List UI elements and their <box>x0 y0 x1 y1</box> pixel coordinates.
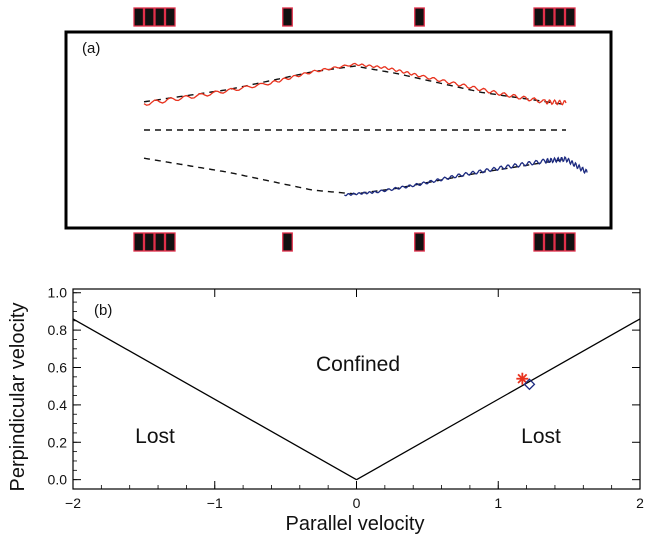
top-magnet-3-1 <box>543 7 555 27</box>
magnets-top <box>133 7 576 27</box>
top-magnet-3-3 <box>564 7 576 27</box>
panel-a-label: (a) <box>82 40 100 57</box>
top-magnet-0-0 <box>133 7 145 27</box>
panel-a-frame <box>64 30 613 230</box>
y-tick-label-3: 0.6 <box>48 360 68 376</box>
panel-b: (b) −2 −1 0 1 2 0.0 0.2 0.4 0.6 0.8 1.0 Confined L… <box>7 285 644 535</box>
y-tick-label-1: 0.2 <box>48 434 68 450</box>
bottom-magnet-1-0 <box>282 232 293 252</box>
y-tick-label-4: 0.8 <box>48 322 68 338</box>
panel-b-plot <box>72 318 641 481</box>
x-axis-label: Parallel velocity <box>286 513 425 535</box>
bottom-magnet-3-1 <box>543 232 555 252</box>
y-tick-label-2: 0.4 <box>48 397 68 413</box>
star-stroke-3 <box>517 373 528 384</box>
x-tick-label-2: 0 <box>353 495 361 511</box>
top-magnet-0-1 <box>143 7 155 27</box>
y-axis-label: Perpindicular velocity <box>7 303 29 492</box>
label-lost-left: Lost <box>135 425 175 448</box>
top-magnet-0-2 <box>154 7 166 27</box>
bottom-magnet-0-2 <box>154 232 166 252</box>
bottom-magnet-3-2 <box>554 232 566 252</box>
x-tick-label-0: −2 <box>65 495 81 511</box>
top-magnet-3-0 <box>533 7 545 27</box>
x-tick-label-3: 1 <box>494 495 502 511</box>
label-lost-right: Lost <box>521 425 561 448</box>
magnets-bottom <box>133 232 576 252</box>
panel-b-ticks: −2 −1 0 1 2 0.0 0.2 0.4 0.6 0.8 1.0 <box>48 285 645 511</box>
top-magnet-3-2 <box>554 7 566 27</box>
trajectory-0 <box>143 62 567 106</box>
point-diamond <box>523 378 536 391</box>
panel-b-label: (b) <box>94 302 112 319</box>
x-tick-label-1: −1 <box>207 495 223 511</box>
boundary-left <box>72 318 357 481</box>
trajectory-1 <box>344 155 588 197</box>
guide-line-1 <box>143 157 567 195</box>
bottom-magnet-2-0 <box>414 232 425 252</box>
top-magnet-1-0 <box>282 7 293 27</box>
panel-a-plot <box>143 62 588 197</box>
y-tick-label-0: 0.0 <box>48 472 68 488</box>
bottom-magnet-0-0 <box>133 232 145 252</box>
point-star <box>516 372 529 385</box>
bottom-magnet-0-1 <box>143 232 155 252</box>
top-magnet-0-3 <box>164 7 176 27</box>
panel-a: (a) <box>64 7 613 252</box>
bottom-magnet-3-3 <box>564 232 576 252</box>
bottom-magnet-0-3 <box>164 232 176 252</box>
x-tick-label-4: 2 <box>636 495 644 511</box>
bottom-magnet-3-0 <box>533 232 545 252</box>
guide-line-0 <box>143 65 567 106</box>
top-magnet-2-0 <box>414 7 425 27</box>
label-confined: Confined <box>316 353 400 376</box>
y-tick-label-5: 1.0 <box>48 285 68 301</box>
boundary-right <box>356 318 641 481</box>
panel-b-frame <box>72 288 641 490</box>
